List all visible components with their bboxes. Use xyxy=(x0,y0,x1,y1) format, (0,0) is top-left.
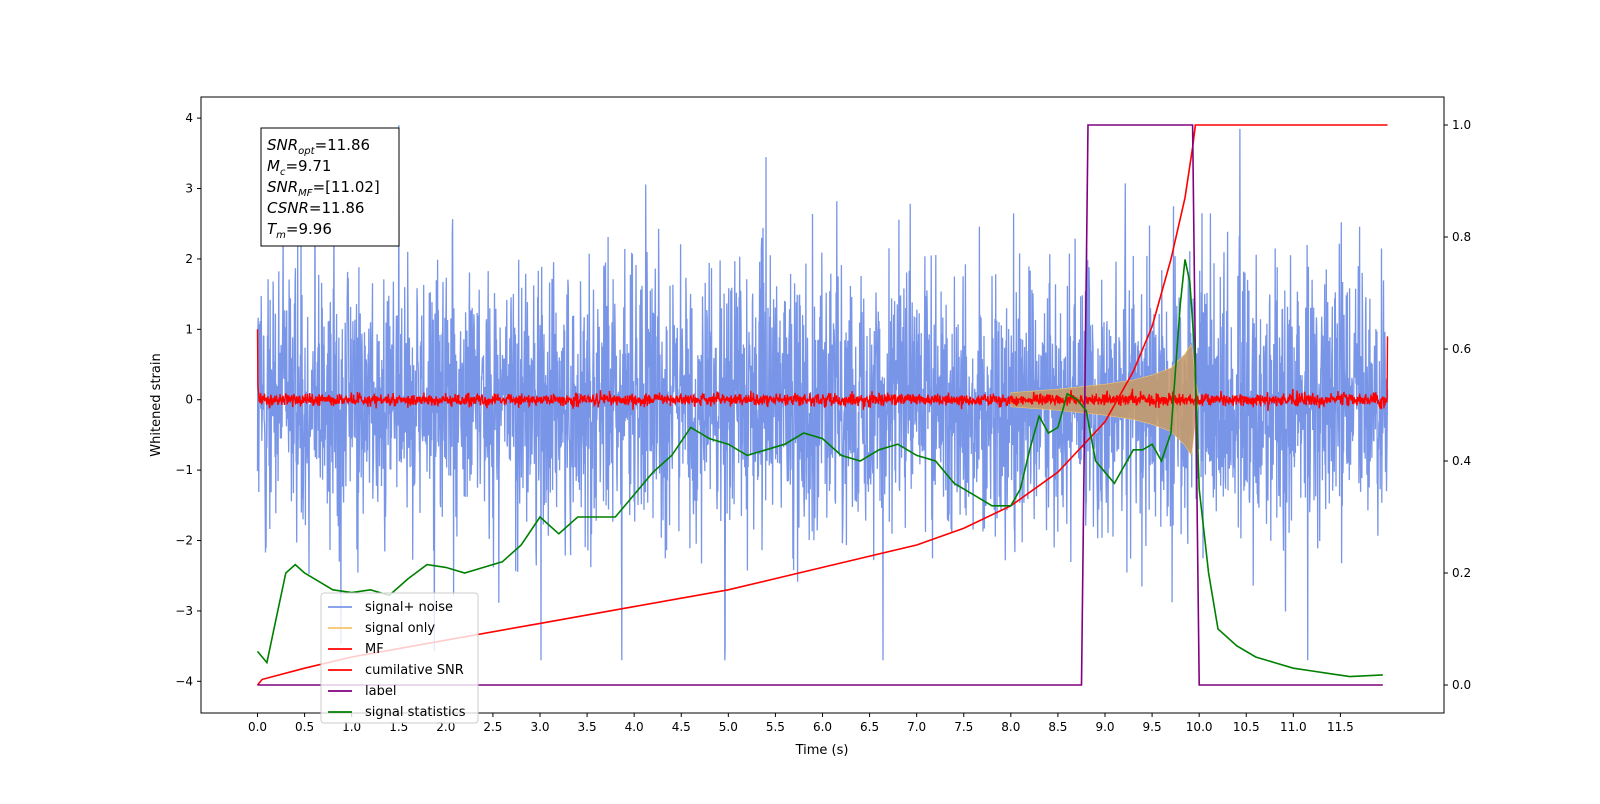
annotation-line: Mc=9.71 xyxy=(267,157,331,178)
annotation-value: =9.96 xyxy=(286,220,332,238)
annotation-symbol: M xyxy=(267,157,280,175)
annotation-line: Tm=9.96 xyxy=(267,220,332,241)
x-tick-label: 3.5 xyxy=(578,720,597,734)
annotation-symbol: SNR xyxy=(267,178,298,196)
legend-label: signal only xyxy=(365,621,435,636)
y2-tick-label: 0.2 xyxy=(1452,566,1471,580)
x-tick-label: 2.5 xyxy=(483,720,502,734)
series-signal-statistics xyxy=(256,259,1383,678)
y-axis-left: 4 3 2 1 0 −1 −2 −3 −4 xyxy=(175,111,201,688)
annotation-value: =[11.02] xyxy=(313,178,380,196)
x-tick-label: 11.5 xyxy=(1327,720,1354,734)
y2-tick-label: 0.0 xyxy=(1452,678,1471,692)
annotation-value: =11.86 xyxy=(309,199,365,217)
annotation-box: SNRopt=11.86Mc=9.71SNRMF=[11.02]CSNR=11.… xyxy=(260,127,400,247)
x-tick-label: 3.0 xyxy=(530,720,549,734)
y-tick-label: −4 xyxy=(175,674,193,688)
x-tick-label: 9.0 xyxy=(1095,720,1114,734)
y2-tick-label: 0.6 xyxy=(1452,342,1471,356)
y2-tick-label: 0.8 xyxy=(1452,230,1471,244)
legend-frame xyxy=(320,592,479,724)
x-tick-label: 6.5 xyxy=(860,720,879,734)
annotation-subscript: m xyxy=(276,230,286,241)
x-tick-label: 0.5 xyxy=(295,720,314,734)
y2-tick-label: 0.4 xyxy=(1452,454,1471,468)
x-tick-label: 0.0 xyxy=(248,720,267,734)
annotation-value: =9.71 xyxy=(285,157,331,175)
y-tick-label: −1 xyxy=(175,463,193,477)
legend-label: signal+ noise xyxy=(365,600,453,615)
legend-label: MF xyxy=(365,642,384,657)
x-tick-label: 9.5 xyxy=(1143,720,1162,734)
x-tick-label: 4.5 xyxy=(672,720,691,734)
legend-label: cumilative SNR xyxy=(365,663,464,678)
annotation-line: SNRopt=11.86 xyxy=(267,136,370,157)
x-tick-label: 6.0 xyxy=(813,720,832,734)
y-axis-right: 1.0 0.8 0.6 0.4 0.2 0.0 xyxy=(1444,118,1471,692)
series-signal-noise xyxy=(256,125,1389,661)
x-tick-label: 7.5 xyxy=(954,720,973,734)
annotation-line: SNRMF=[11.02] xyxy=(267,178,380,199)
annotation-line: CSNR=11.86 xyxy=(267,199,364,217)
x-tick-label: 4.0 xyxy=(625,720,644,734)
annotation-subscript: opt xyxy=(298,146,315,157)
x-tick-label: 5.5 xyxy=(766,720,785,734)
series-group xyxy=(256,124,1389,686)
y2-tick-label: 1.0 xyxy=(1452,118,1471,132)
x-tick-label: 7.0 xyxy=(907,720,926,734)
series-label xyxy=(257,124,1383,686)
annotation-symbol: SNR xyxy=(267,136,298,154)
legend-label: label xyxy=(365,684,396,699)
y-tick-label: 0 xyxy=(185,393,193,407)
legend-label: signal statistics xyxy=(365,705,466,720)
annotation-subscript: MF xyxy=(298,188,313,199)
annotation-value: =11.86 xyxy=(315,136,371,154)
y-axis-label: Whitened strain xyxy=(149,353,164,456)
x-tick-label: 11.0 xyxy=(1280,720,1307,734)
annotation-frame xyxy=(260,127,400,247)
y-tick-label: −2 xyxy=(175,534,193,548)
annotation-symbol: T xyxy=(267,220,278,238)
y-tick-label: 3 xyxy=(185,182,193,196)
y-tick-label: 1 xyxy=(185,322,193,336)
y-tick-label: 4 xyxy=(185,111,193,125)
x-tick-label: 5.0 xyxy=(719,720,738,734)
x-tick-label: 8.5 xyxy=(1048,720,1067,734)
x-tick-label: 10.0 xyxy=(1186,720,1213,734)
legend: signal+ noise signal only MF cumilative SNR… xyxy=(320,592,479,724)
x-tick-label: 8.0 xyxy=(1001,720,1020,734)
annotation-symbol: CSNR xyxy=(267,199,309,217)
y-tick-label: −3 xyxy=(175,604,193,618)
annotation-subscript: c xyxy=(280,167,286,178)
x-tick-label: 10.5 xyxy=(1233,720,1260,734)
x-axis-label: Time (s) xyxy=(795,743,849,758)
y-tick-label: 2 xyxy=(185,252,193,266)
series-mf xyxy=(256,329,1389,411)
